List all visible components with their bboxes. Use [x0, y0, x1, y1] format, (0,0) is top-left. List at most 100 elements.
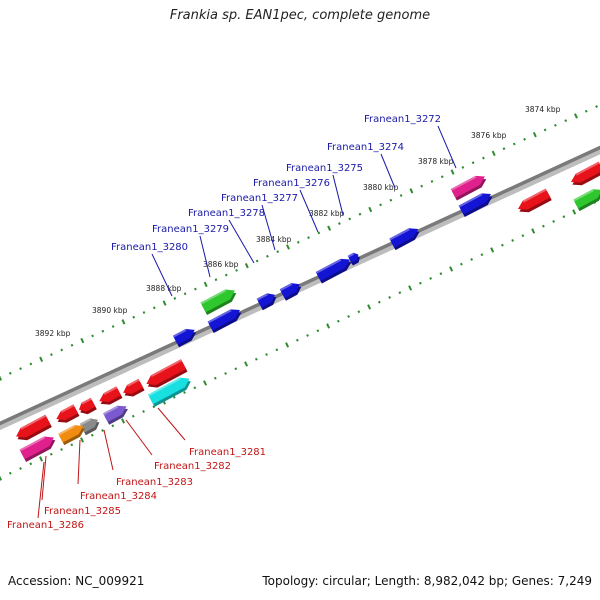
gene-arrow: [58, 425, 84, 443]
scale-tick-lower: [265, 353, 268, 356]
gene-leader-line: [261, 204, 276, 251]
scale-tick-lower: [111, 424, 115, 428]
scale-tick-lower: [419, 281, 422, 285]
gene-leader-line: [125, 419, 153, 456]
scale-tick-upper: [70, 343, 74, 347]
scale-label: 3874 kbp: [525, 105, 561, 114]
scale-tick-lower: [490, 247, 495, 253]
scale-tick-upper: [80, 337, 85, 344]
gene-arrow-highlight: [522, 188, 547, 203]
gene-arrow: [16, 414, 51, 438]
scale-tick-upper: [266, 254, 269, 258]
gene-label-forward: Franean1_3276: [253, 178, 330, 189]
scale-tick-lower: [572, 209, 577, 215]
gene-arrow: [103, 405, 127, 423]
gene-arrow: [389, 228, 419, 248]
backbone-line: [0, 145, 600, 426]
scale-tick-upper: [338, 222, 341, 225]
scale-tick-lower: [121, 418, 125, 424]
gene-arrow-highlight: [575, 161, 600, 176]
scale-tick-lower: [408, 285, 413, 291]
scale-tick-upper: [523, 137, 526, 141]
gene-leader-line: [228, 219, 255, 264]
scale-tick-upper: [111, 325, 115, 328]
gene-arrow: [200, 289, 235, 313]
scale-tick-lower: [347, 315, 350, 318]
gene-arrow: [573, 189, 600, 209]
scale-tick-upper: [543, 128, 547, 132]
scale-tick-lower: [183, 391, 186, 394]
gene-leader-line: [103, 429, 114, 471]
gene-arrow-highlight: [315, 258, 342, 274]
scale-tick-upper: [327, 225, 332, 231]
gene-label-reverse: Franean1_3283: [116, 477, 193, 488]
scale-tick-upper: [183, 292, 187, 296]
scale-tick-upper: [132, 315, 136, 319]
scale-tick-upper: [584, 109, 588, 113]
scale-tick-upper: [214, 278, 218, 282]
scale-tick-upper: [379, 203, 382, 207]
gene-arrow-highlight: [200, 289, 227, 305]
gene-label-reverse: Franean1_3284: [80, 491, 157, 502]
backbone-shadow: [0, 148, 600, 431]
gene-arrow-highlight: [103, 405, 119, 415]
gene-leader-line: [332, 174, 344, 216]
scale-tick-lower: [439, 272, 443, 276]
scale-tick-upper: [307, 236, 310, 240]
gene-arrow: [147, 377, 190, 405]
gene-arrow: [123, 378, 144, 394]
genome-stats-text: Topology: circular; Length: 8,982,042 bp…: [262, 574, 592, 588]
scale-tick-lower: [316, 329, 320, 333]
map-title: Frankia sp. EAN1pec, complete genome: [169, 8, 431, 23]
scale-tick-lower: [8, 471, 12, 475]
scale-tick-upper: [255, 259, 259, 263]
scale-tick-upper: [91, 334, 94, 338]
gene-leader-line: [41, 455, 47, 501]
scale-tick-upper: [152, 306, 156, 310]
scale-tick-lower: [377, 300, 381, 304]
scale-tick-lower: [131, 414, 135, 418]
scale-tick-lower: [29, 462, 33, 466]
scale-tick-upper: [482, 156, 485, 160]
scale-label: 3876 kbp: [471, 131, 507, 140]
scale-tick-upper: [50, 353, 53, 357]
gene-label-reverse: Franean1_3281: [189, 447, 266, 458]
scale-tick-lower: [501, 243, 504, 247]
scale-tick-lower: [0, 475, 2, 481]
gene-arrow-highlight: [347, 252, 355, 258]
scale-tick-lower: [152, 405, 156, 409]
scale-tick-lower: [39, 456, 43, 462]
gene-arrow: [78, 397, 96, 412]
scale-tick-upper: [121, 319, 126, 325]
gene-arrow-highlight: [103, 386, 118, 395]
scale-tick-upper: [368, 206, 373, 213]
scale-tick-upper: [595, 105, 598, 108]
gene-leader-line: [151, 253, 173, 297]
scale-tick-upper: [502, 147, 506, 151]
scale-tick-upper: [0, 375, 2, 381]
scale-tick-lower: [562, 215, 566, 219]
scale-label: 3888 kbp: [146, 284, 182, 293]
gene-label-forward: Franean1_3279: [152, 224, 229, 235]
gene-arrow-highlight: [573, 189, 594, 202]
scale-tick-upper: [461, 165, 465, 169]
gene-label-reverse: Franean1_3285: [44, 506, 121, 517]
accession-text: Accession: NC_009921: [8, 574, 145, 588]
gene-arrow-highlight: [58, 425, 76, 436]
gene-arrow: [146, 359, 187, 385]
scale-tick-upper: [296, 240, 300, 244]
gene-label-forward: Franean1_3272: [364, 114, 441, 125]
gene-arrow: [99, 386, 122, 402]
scale-tick-lower: [193, 386, 197, 390]
scale-tick-upper: [244, 262, 249, 269]
gene-leader-line: [380, 153, 396, 189]
scale-tick-lower: [49, 452, 53, 456]
scale-tick-upper: [554, 123, 557, 127]
scale-tick-lower: [285, 342, 290, 348]
gene-arrow-highlight: [81, 397, 92, 405]
scale-label: 3882 kbp: [309, 209, 345, 218]
scale-tick-lower: [172, 395, 176, 399]
gene-leader-line: [299, 189, 319, 233]
scale-tick-upper: [317, 231, 321, 235]
